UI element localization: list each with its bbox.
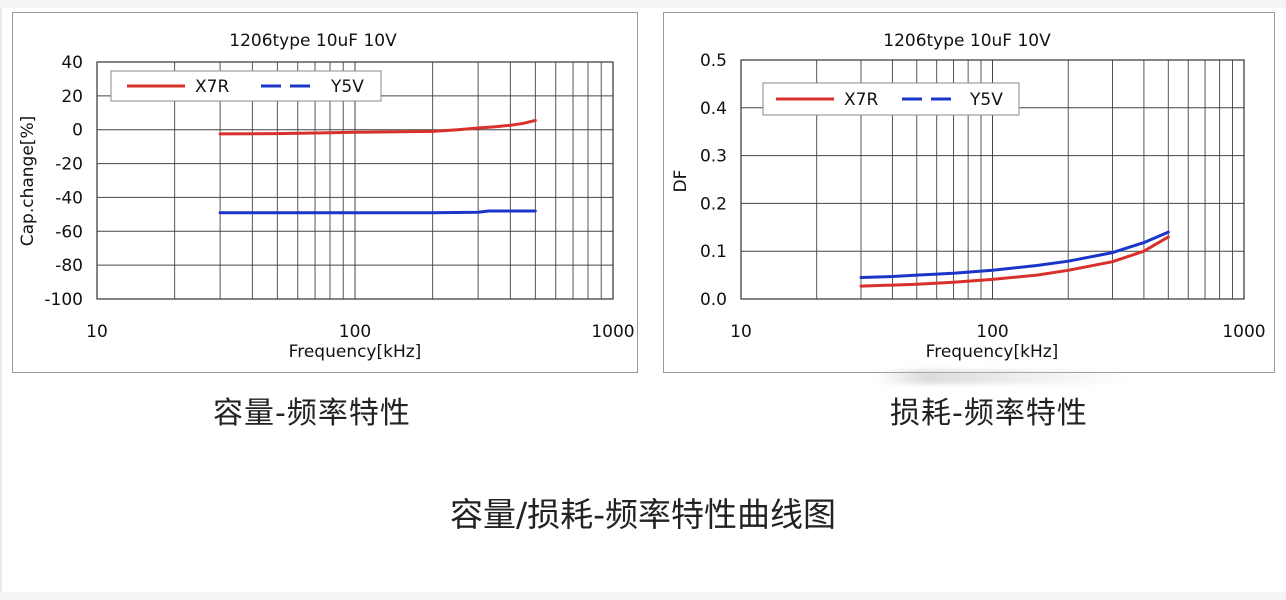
y-tick-label: -60 [55, 222, 83, 242]
legend-label-x7r: X7R [844, 90, 878, 110]
series-line-x7r [218, 118, 537, 136]
y-tick-label: -40 [55, 188, 83, 208]
x-tick-label: 1000 [591, 322, 634, 342]
df-chart-panel: 0.5 0.4 0.3 0.2 0.1 0.0 10 100 1000 1206type 10uF… [663, 12, 1275, 373]
df-caption: 损耗-频率特性 [890, 396, 1088, 431]
y-tick-label: 0.4 [700, 99, 727, 119]
x-tick-label: 100 [976, 322, 1008, 342]
y-tick-label: 0.5 [700, 51, 727, 71]
x-tick-label: 100 [339, 322, 371, 342]
y-axis-label: DF [671, 170, 691, 193]
y-tick-label: 0.3 [700, 147, 727, 167]
legend-label-y5v: Y5V [969, 90, 1003, 110]
series-line-y5v [218, 209, 537, 215]
legend: X7R Y5V [110, 70, 382, 102]
legend-label-x7r: X7R [195, 77, 229, 97]
y-tick-label: 0.1 [700, 242, 727, 262]
plot-frame [96, 61, 614, 300]
y-tick-label: 0 [72, 121, 83, 141]
y-tick-label: 20 [61, 87, 83, 107]
plot-frame [740, 59, 1245, 300]
figure-caption: 容量/损耗-频率特性曲线图 [449, 495, 837, 534]
y-tick-label: 40 [61, 53, 83, 73]
y-tick-label: -100 [44, 290, 83, 310]
y-tick-label: -80 [55, 256, 83, 276]
x-tick-label: 10 [86, 322, 108, 342]
series-line-y5v [859, 230, 1170, 279]
x-tick-label: 1000 [1222, 322, 1265, 342]
y-tick-label: -20 [55, 155, 83, 175]
y-axis-label: Cap.change[%] [18, 116, 38, 246]
watermark-smudge [875, 370, 1130, 384]
chart-title: 1206type 10uF 10V [883, 31, 1051, 51]
x-tick-label: 10 [730, 322, 752, 342]
x-axis-label: Frequency[kHz] [926, 342, 1059, 362]
df-chart: 0.5 0.4 0.3 0.2 0.1 0.010 100 1000 1206type 10uF… [671, 31, 1266, 362]
series-line-x7r [859, 235, 1170, 288]
cap-change-caption: 容量-频率特性 [213, 396, 411, 431]
chart-title: 1206type 10uF 10V [229, 31, 397, 51]
cap-change-chart-panel: 40 20 0 -20 -40 -60 -80 -100 10 100 1000 1206type 1… [12, 12, 638, 373]
y-tick-label: 0.2 [700, 194, 727, 214]
legend-label-y5v: Y5V [330, 77, 364, 97]
x-axis-label: Frequency[kHz] [289, 342, 422, 362]
legend: X7R Y5V [762, 82, 1020, 116]
y-tick-label: 0.0 [700, 290, 727, 310]
